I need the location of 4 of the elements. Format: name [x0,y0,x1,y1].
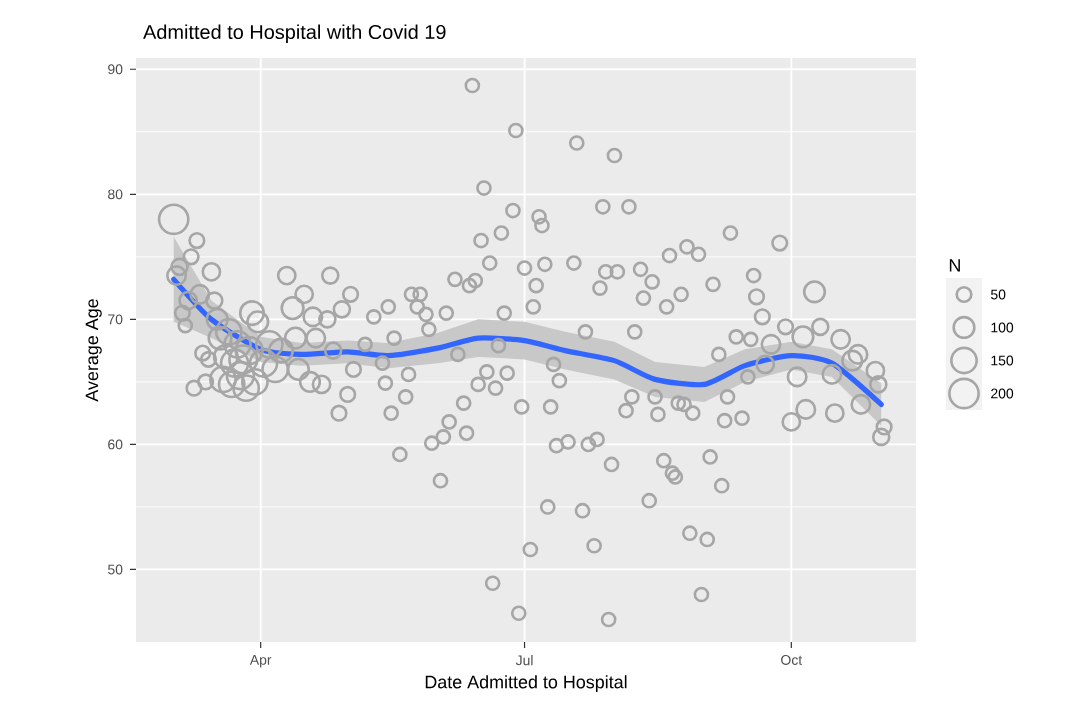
chart-title: Admitted to Hospital with Covid 19 [143,24,446,43]
legend-title: N [949,259,960,272]
y-axis-title: Average Age [85,299,102,402]
x-axis-title: Date Admitted to Hospital [425,675,627,692]
